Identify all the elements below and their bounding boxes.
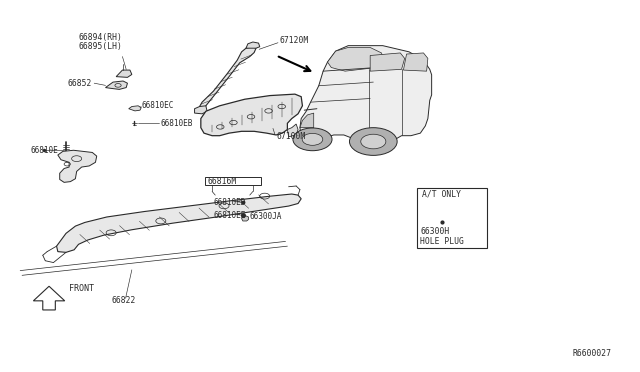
Polygon shape	[129, 106, 141, 111]
Circle shape	[361, 134, 386, 149]
Text: 66894(RH): 66894(RH)	[79, 33, 122, 42]
Text: 66810EE: 66810EE	[213, 211, 246, 219]
Text: 67120M: 67120M	[279, 36, 308, 45]
Text: 66300JA: 66300JA	[250, 212, 282, 221]
Polygon shape	[58, 150, 97, 182]
Text: 67100M: 67100M	[276, 132, 305, 141]
Polygon shape	[56, 194, 301, 252]
FancyBboxPatch shape	[417, 188, 488, 248]
Text: 66300H: 66300H	[420, 227, 450, 236]
Text: A/T ONLY: A/T ONLY	[422, 189, 461, 199]
Polygon shape	[370, 53, 404, 71]
Polygon shape	[403, 53, 428, 71]
Polygon shape	[246, 42, 260, 48]
Polygon shape	[300, 46, 431, 141]
Text: HOLE PLUG: HOLE PLUG	[420, 237, 464, 246]
Polygon shape	[106, 81, 127, 89]
Polygon shape	[33, 286, 65, 310]
Polygon shape	[300, 113, 314, 128]
Text: R6600027: R6600027	[573, 349, 612, 358]
Text: 66810EC: 66810EC	[141, 100, 173, 110]
Text: 66816M: 66816M	[207, 177, 236, 186]
Polygon shape	[201, 94, 303, 136]
Polygon shape	[242, 216, 248, 221]
Text: 66810EB: 66810EB	[160, 119, 193, 128]
Text: 66822: 66822	[112, 296, 136, 305]
Circle shape	[302, 133, 323, 145]
Polygon shape	[195, 106, 207, 114]
Polygon shape	[116, 70, 132, 77]
Polygon shape	[200, 47, 256, 109]
Polygon shape	[328, 48, 384, 71]
Circle shape	[293, 128, 332, 151]
Text: 66810E: 66810E	[30, 146, 58, 155]
Text: 66852: 66852	[67, 79, 92, 88]
Polygon shape	[287, 124, 298, 137]
Text: FRONT: FRONT	[69, 284, 94, 293]
Text: 66895(LH): 66895(LH)	[79, 42, 122, 51]
FancyBboxPatch shape	[205, 177, 261, 185]
Circle shape	[349, 128, 397, 155]
Text: 66810ED: 66810ED	[213, 198, 246, 207]
